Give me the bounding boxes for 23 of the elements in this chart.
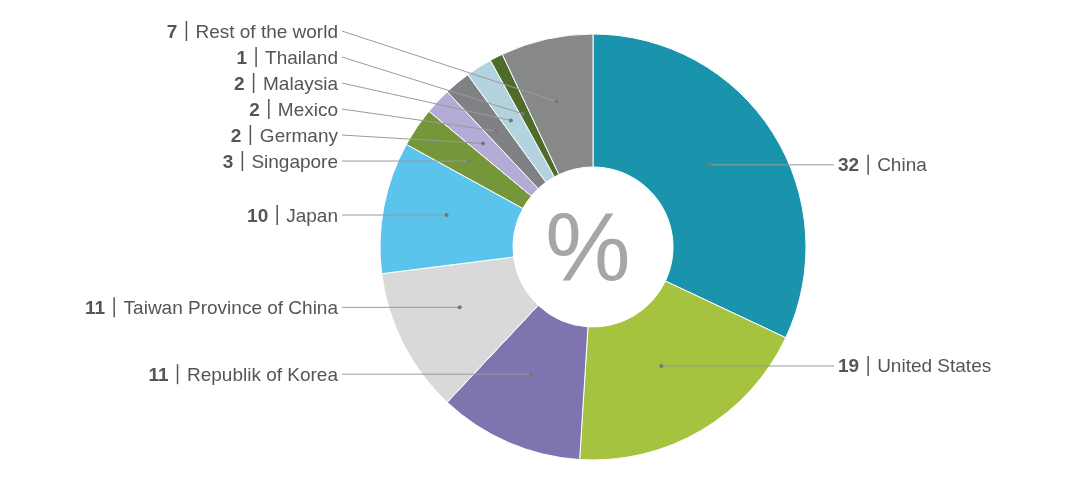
data-label: 2 [234, 72, 245, 94]
slice-label: China [877, 154, 928, 176]
data-label: 11 [85, 296, 106, 318]
data-label: 19 [838, 355, 860, 377]
slice-label: Malaysia [263, 72, 339, 94]
slice-label: United States [877, 355, 992, 377]
slice-label: Thailand [265, 46, 338, 68]
text: % [545, 192, 631, 300]
slice-label: Germany [259, 124, 339, 146]
slice-label: Republik of Korea [186, 363, 339, 385]
data-label: 32 [838, 154, 860, 176]
slice-label: Singapore [251, 150, 338, 172]
data-label: 2 [249, 98, 260, 120]
slice-label: Mexico [277, 98, 338, 120]
data-label: 2 [230, 124, 242, 146]
slice-label: Rest of the world [195, 20, 338, 42]
data-label: 7 [166, 20, 178, 42]
data-label: 10 [247, 204, 269, 226]
slice-label: Taiwan Province of China [123, 296, 339, 318]
data-label: 3 [222, 150, 234, 172]
data-label: 11 [148, 363, 169, 385]
data-label: 1 [236, 46, 248, 68]
slice-label: Japan [286, 204, 338, 226]
